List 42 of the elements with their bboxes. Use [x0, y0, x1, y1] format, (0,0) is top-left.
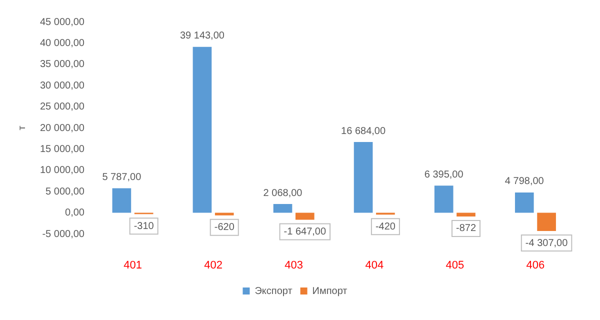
data-label: -310	[134, 220, 154, 232]
data-label: 2 068,00	[263, 188, 303, 199]
bar	[354, 142, 373, 213]
data-label: -4 307,00	[525, 238, 568, 249]
y-tick-label: 5 000,00	[46, 186, 85, 198]
x-tick-label: 406	[526, 259, 545, 272]
bar	[434, 186, 454, 213]
bar	[537, 212, 556, 232]
y-tick-label: 25 000,00	[40, 102, 85, 113]
x-tick-label: 401	[124, 259, 142, 272]
data-label: 6 395,00	[424, 169, 464, 180]
data-label: 5 787,00	[102, 172, 142, 184]
data-label: -420	[375, 221, 396, 232]
bar	[273, 204, 292, 213]
x-tick-label: 403	[284, 259, 304, 272]
data-label: 39 143,00	[180, 30, 225, 42]
y-tick-label: 15 000,00	[40, 144, 85, 155]
legend-label: Импорт	[312, 286, 348, 297]
x-tick-label: 402	[204, 259, 222, 272]
y-tick-label: 30 000,00	[40, 80, 85, 92]
y-tick-label: -5 000,00	[42, 228, 85, 240]
y-tick-label: 0,00	[65, 208, 85, 219]
bar	[214, 212, 234, 216]
bar	[112, 188, 132, 213]
data-label: -1 647,00	[284, 226, 326, 238]
data-label: -872	[456, 223, 476, 234]
data-label: 4 798,00	[504, 176, 544, 188]
y-tick-label: 20 000,00	[40, 122, 85, 134]
y-tick-label: 10 000,00	[40, 165, 85, 176]
x-tick-label: 404	[365, 259, 384, 272]
bar	[192, 46, 212, 213]
y-tick-label: 40 000,00	[40, 38, 85, 49]
y-tick-label: 45 000,00	[40, 16, 85, 28]
legend-label: Экспорт	[254, 286, 293, 297]
data-label: 16 684,00	[341, 126, 386, 137]
y-tick-label: 35 000,00	[40, 59, 85, 70]
bar	[296, 212, 314, 220]
bar	[514, 192, 534, 213]
y-axis-title: т	[16, 125, 28, 130]
data-label: -620	[214, 222, 235, 234]
x-tick-label: 405	[446, 259, 464, 272]
bar	[456, 212, 476, 216]
